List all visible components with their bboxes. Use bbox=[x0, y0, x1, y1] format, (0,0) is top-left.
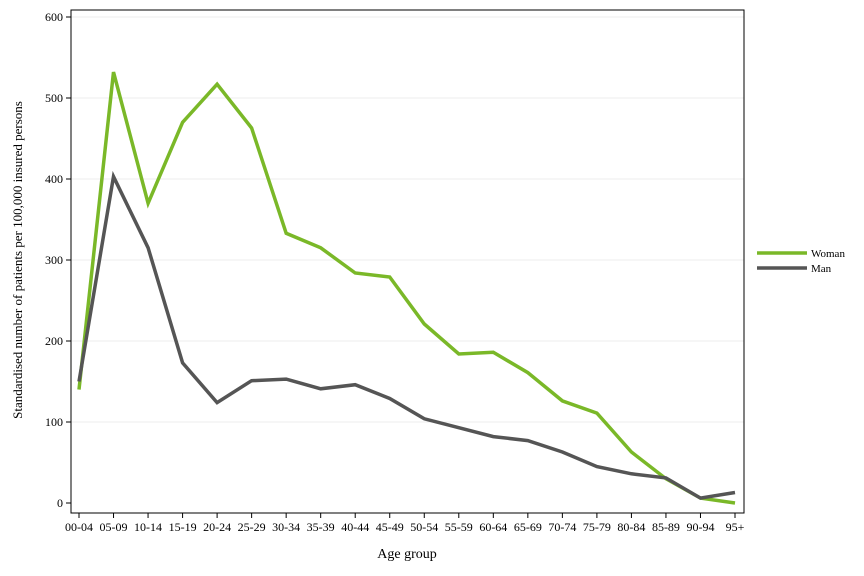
y-tick-label: 300 bbox=[45, 253, 63, 267]
x-tick-label: 10-14 bbox=[134, 520, 162, 534]
x-tick-label: 30-34 bbox=[272, 520, 300, 534]
x-tick-label: 00-04 bbox=[65, 520, 93, 534]
y-tick-label: 100 bbox=[45, 415, 63, 429]
x-tick-label: 60-64 bbox=[479, 520, 507, 534]
x-tick-label: 90-94 bbox=[686, 520, 714, 534]
gridlines bbox=[71, 16, 744, 423]
y-tick-label: 400 bbox=[45, 172, 63, 186]
x-tick-label: 75-79 bbox=[583, 520, 611, 534]
x-tick-label: 45-49 bbox=[376, 520, 404, 534]
legend-label-woman: Woman bbox=[811, 248, 845, 260]
y-tick-label: 500 bbox=[45, 91, 63, 105]
plot-frame bbox=[70, 9, 745, 514]
x-tick-label: 95+ bbox=[726, 520, 745, 534]
x-tick-label: 35-39 bbox=[307, 520, 335, 534]
x-tick-label: 40-44 bbox=[341, 520, 369, 534]
x-tick-label: 20-24 bbox=[203, 520, 231, 534]
x-tick-label: 25-29 bbox=[238, 520, 266, 534]
x-tick-label: 15-19 bbox=[169, 520, 197, 534]
y-tick-label: 200 bbox=[45, 334, 63, 348]
y-tick-label: 600 bbox=[45, 10, 63, 24]
series-line-woman bbox=[77, 71, 736, 505]
legend-label-man: Man bbox=[811, 263, 832, 275]
x-tick-label: 85-89 bbox=[652, 520, 680, 534]
x-tick-label: 55-59 bbox=[445, 520, 473, 534]
y-tick-label: 0 bbox=[57, 496, 63, 510]
x-tick-label: 80-84 bbox=[617, 520, 645, 534]
x-tick-label: 50-54 bbox=[410, 520, 438, 534]
x-tick-label: 05-09 bbox=[100, 520, 128, 534]
legend: Woman Man bbox=[757, 248, 845, 275]
series-line-man bbox=[77, 170, 736, 500]
axes: 0 100 200 300 400 500 600 00-04 05-09 10-14 15-19 2… bbox=[45, 9, 745, 534]
x-tick-label: 65-69 bbox=[514, 520, 542, 534]
x-tick-label: 70-74 bbox=[548, 520, 576, 534]
y-axis-label: Standardised number of patients per 100,… bbox=[10, 101, 25, 419]
x-axis-label: Age group bbox=[377, 547, 437, 562]
series-lines bbox=[77, 71, 736, 505]
